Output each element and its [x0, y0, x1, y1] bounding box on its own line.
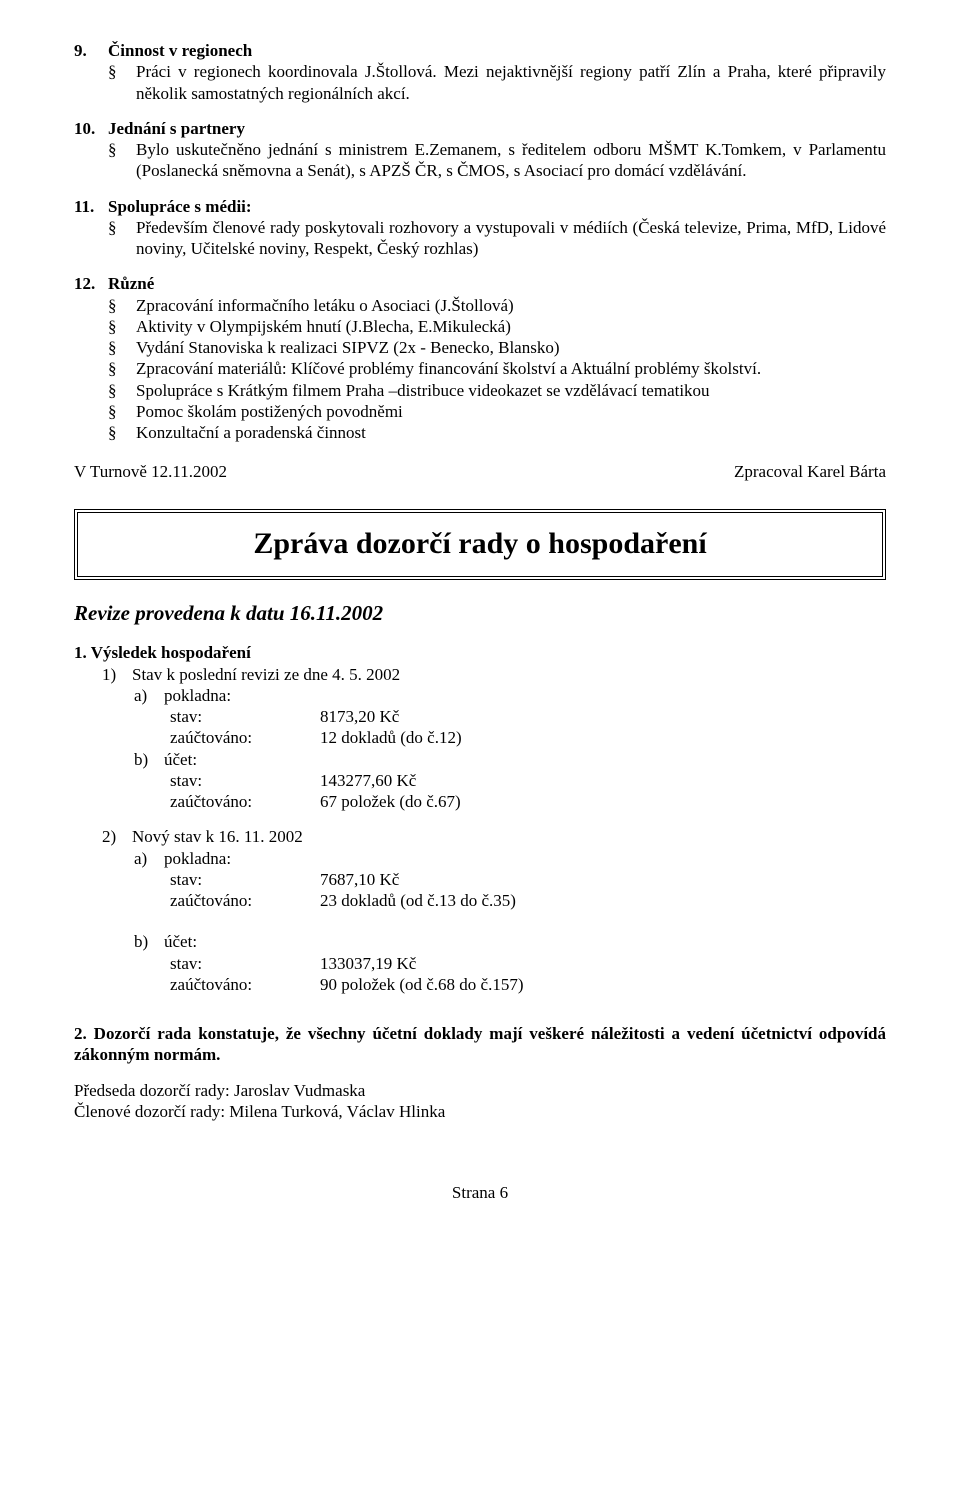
list-item: § Vydání Stanoviska k realizaci SIPVZ (2… [74, 337, 886, 358]
paragraph-2: 2. Dozorčí rada konstatuje, že všechny ú… [74, 1023, 886, 1066]
section-number: 11. [74, 196, 108, 217]
kv-row: zaúčtováno: 23 dokladů (od č.13 do č.35) [74, 890, 886, 911]
main-title: Zpráva dozorčí rady o hospodaření [253, 527, 706, 560]
document-page: 9. Činnost v regionech § Práci v regione… [0, 0, 960, 1233]
kv-row: stav: 8173,20 Kč [74, 706, 886, 727]
bullet-icon: § [108, 139, 136, 160]
result-item-2: 2) Nový stav k 16. 11. 2002 [74, 826, 886, 847]
enum: 1) [102, 664, 132, 685]
value: 133037,19 Kč [320, 953, 416, 974]
section-title: Spolupráce s médii: [108, 196, 252, 217]
kv-row: zaúčtováno: 67 položek (do č.67) [74, 791, 886, 812]
bullet-icon: § [108, 401, 136, 422]
key: zaúčtováno: [170, 890, 320, 911]
paragraph-text: Především členové rady poskytovali rozho… [136, 217, 886, 260]
paragraph-text: Konzultační a poradenská činnost [136, 422, 886, 443]
kv-row: stav: 143277,60 Kč [74, 770, 886, 791]
paragraph-text: Práci v regionech koordinovala J.Štollov… [136, 61, 886, 104]
section-9-heading: 9. Činnost v regionech [74, 40, 886, 61]
value: 7687,10 Kč [320, 869, 399, 890]
key: stav: [170, 869, 320, 890]
label: pokladna: [164, 848, 231, 869]
list-item: § Konzultační a poradenská činnost [74, 422, 886, 443]
label: účet: [164, 931, 197, 952]
section-11-heading: 11. Spolupráce s médii: [74, 196, 886, 217]
result-heading: 1. Výsledek hospodaření [74, 642, 886, 663]
bullet-icon: § [108, 358, 136, 379]
section-number: 12. [74, 273, 108, 294]
key: zaúčtováno: [170, 791, 320, 812]
result-2b: b) účet: [74, 931, 886, 952]
kv-row: stav: 133037,19 Kč [74, 953, 886, 974]
label: pokladna: [164, 685, 231, 706]
list-item: § Aktivity v Olympijském hnutí (J.Blecha… [74, 316, 886, 337]
paragraph-text: Aktivity v Olympijském hnutí (J.Blecha, … [136, 316, 886, 337]
signature-row: V Turnově 12.11.2002 Zpracoval Karel Bár… [74, 461, 886, 482]
section-10-heading: 10. Jednání s partnery [74, 118, 886, 139]
enum: a) [134, 848, 164, 869]
sub-heading: Revize provedena k datu 16.11.2002 [74, 600, 886, 626]
section-title: Činnost v regionech [108, 40, 252, 61]
enum: b) [134, 931, 164, 952]
list-item: § Bylo uskutečněno jednání s ministrem E… [74, 139, 886, 182]
bullet-icon: § [108, 422, 136, 443]
section-12-heading: 12. Různé [74, 273, 886, 294]
value: 90 položek (od č.68 do č.157) [320, 974, 523, 995]
result-1b: b) účet: [74, 749, 886, 770]
section-title: Jednání s partnery [108, 118, 245, 139]
value: 67 položek (do č.67) [320, 791, 461, 812]
page-number: Strana 6 [74, 1182, 886, 1203]
row-text: Stav k poslední revizi ze dne 4. 5. 2002 [132, 664, 400, 685]
key: zaúčtováno: [170, 974, 320, 995]
value: 23 dokladů (od č.13 do č.35) [320, 890, 516, 911]
signature-line-2: Členové dozorčí rady: Milena Turková, Vá… [74, 1101, 886, 1122]
enum: b) [134, 749, 164, 770]
key: stav: [170, 706, 320, 727]
list-item: § Zpracování materiálů: Klíčové problémy… [74, 358, 886, 379]
author-credit: Zpracoval Karel Bárta [734, 461, 886, 482]
bullet-icon: § [108, 380, 136, 401]
framed-title-box: Zpráva dozorčí rady o hospodaření [74, 509, 886, 581]
bullet-icon: § [108, 337, 136, 358]
result-1a: a) pokladna: [74, 685, 886, 706]
date-location: V Turnově 12.11.2002 [74, 461, 227, 482]
key: stav: [170, 770, 320, 791]
section-number: 9. [74, 40, 108, 61]
value: 12 dokladů (do č.12) [320, 727, 462, 748]
label: účet: [164, 749, 197, 770]
enum: 2) [102, 826, 132, 847]
signature-line-1: Předseda dozorčí rady: Jaroslav Vudmaska [74, 1080, 886, 1101]
value: 8173,20 Kč [320, 706, 399, 727]
paragraph-text: Bylo uskutečněno jednání s ministrem E.Z… [136, 139, 886, 182]
section-title: Různé [108, 273, 154, 294]
list-item: § Zpracování informačního letáku o Asoci… [74, 295, 886, 316]
key: zaúčtováno: [170, 727, 320, 748]
key: stav: [170, 953, 320, 974]
list-item: § Práci v regionech koordinovala J.Štoll… [74, 61, 886, 104]
bullet-icon: § [108, 217, 136, 238]
enum: a) [134, 685, 164, 706]
list-item: § Pomoc školám postižených povodněmi [74, 401, 886, 422]
section-number: 10. [74, 118, 108, 139]
value: 143277,60 Kč [320, 770, 416, 791]
paragraph-text: Pomoc školám postižených povodněmi [136, 401, 886, 422]
paragraph-text: Spolupráce s Krátkým filmem Praha –distr… [136, 380, 886, 401]
kv-row: stav: 7687,10 Kč [74, 869, 886, 890]
bullet-icon: § [108, 316, 136, 337]
bullet-icon: § [108, 295, 136, 316]
bullet-icon: § [108, 61, 136, 82]
result-item-1: 1) Stav k poslední revizi ze dne 4. 5. 2… [74, 664, 886, 685]
paragraph-text: Zpracování informačního letáku o Asociac… [136, 295, 886, 316]
list-item: § Spolupráce s Krátkým filmem Praha –dis… [74, 380, 886, 401]
paragraph-text: Vydání Stanoviska k realizaci SIPVZ (2x … [136, 337, 886, 358]
result-2a: a) pokladna: [74, 848, 886, 869]
kv-row: zaúčtováno: 12 dokladů (do č.12) [74, 727, 886, 748]
paragraph-text: Zpracování materiálů: Klíčové problémy f… [136, 358, 886, 379]
kv-row: zaúčtováno: 90 položek (od č.68 do č.157… [74, 974, 886, 995]
row-text: Nový stav k 16. 11. 2002 [132, 826, 303, 847]
list-item: § Především členové rady poskytovali roz… [74, 217, 886, 260]
